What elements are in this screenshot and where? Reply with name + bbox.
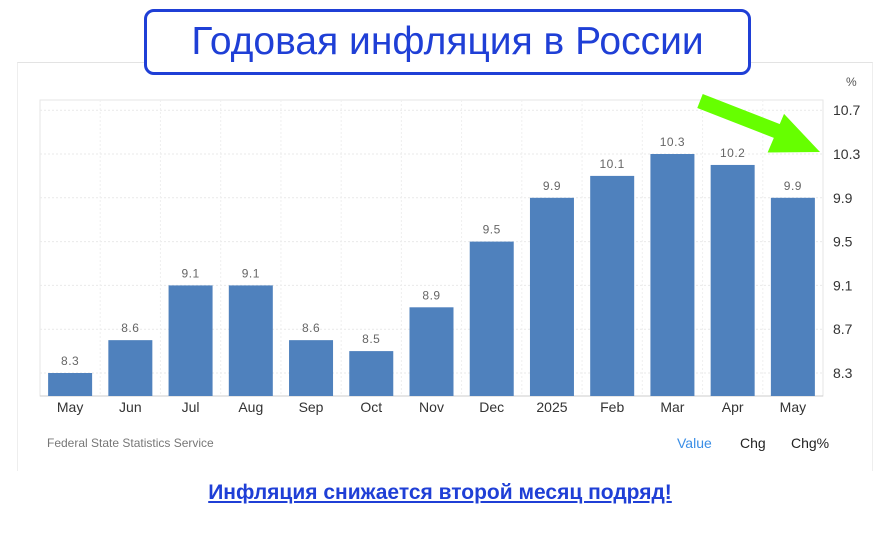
- y-tick-label: 9.9: [833, 190, 853, 206]
- data-label: 9.1: [181, 266, 199, 280]
- source-label: Federal State Statistics Service: [47, 436, 214, 450]
- bar: [289, 340, 334, 396]
- data-label: 9.5: [483, 223, 501, 237]
- bar: [770, 197, 815, 396]
- x-tick-label: Sep: [299, 399, 324, 415]
- x-tick-label: May: [57, 399, 83, 415]
- data-label: 8.5: [362, 332, 380, 346]
- bars: [48, 154, 815, 396]
- arrow-shaft: [697, 94, 785, 140]
- data-label: 8.6: [121, 321, 139, 335]
- bar: [349, 351, 394, 396]
- y-axis-ticks: 8.3 8.7 9.1 9.5 9.9 10.3 10.7: [833, 102, 860, 381]
- data-label: 8.9: [422, 288, 440, 302]
- x-tick-label: Aug: [238, 399, 263, 415]
- bar: [590, 175, 635, 396]
- bar: [48, 373, 93, 396]
- bar: [710, 164, 755, 396]
- y-tick-label: 9.1: [833, 277, 853, 293]
- data-label: 10.3: [660, 135, 685, 149]
- x-tick-label: Jul: [182, 399, 200, 415]
- x-tick-label: May: [780, 399, 806, 415]
- x-tick-label: Apr: [722, 399, 744, 415]
- x-tick-label: 2025: [536, 399, 567, 415]
- data-label: 10.1: [600, 157, 625, 171]
- y-tick-label: 9.5: [833, 234, 853, 250]
- data-labels: 8.3 8.6 9.1 9.1 8.6 8.5 8.9 9.5 9.9 10.1 10.3 10.2 9…: [61, 135, 802, 368]
- bar: [650, 154, 695, 396]
- bar: [228, 285, 273, 396]
- value-toggle-button[interactable]: Value: [677, 435, 712, 451]
- x-tick-label: Feb: [600, 399, 624, 415]
- chg-toggle-button[interactable]: Chg: [740, 435, 766, 451]
- bar: [108, 340, 153, 396]
- data-label: 8.3: [61, 354, 79, 368]
- arrow-head: [767, 113, 820, 153]
- x-tick-label: Nov: [419, 399, 444, 415]
- green-arrow-annotation: [697, 94, 820, 153]
- bar: [469, 241, 514, 396]
- chg-percent-toggle-button[interactable]: Chg%: [791, 435, 830, 451]
- bar: [409, 307, 454, 396]
- x-axis-ticks: May Jun Jul Aug Sep Oct Nov Dec 2025 Feb Mar Apr May: [57, 399, 806, 415]
- data-label: 9.9: [543, 179, 561, 193]
- y-axis-unit: %: [846, 75, 857, 89]
- y-tick-label: 10.7: [833, 102, 860, 118]
- data-label: 10.2: [720, 146, 745, 160]
- y-tick-label: 10.3: [833, 146, 860, 162]
- data-label: 9.1: [242, 266, 260, 280]
- caption-link[interactable]: Инфляция снижается второй месяц подряд!: [208, 481, 672, 504]
- x-tick-label: Mar: [660, 399, 684, 415]
- title-box: Годовая инфляция в России: [144, 9, 751, 75]
- bar: [168, 285, 213, 396]
- y-tick-label: 8.7: [833, 321, 853, 337]
- y-tick-label: 8.3: [833, 365, 853, 381]
- bar: [529, 197, 574, 396]
- data-label: 8.6: [302, 321, 320, 335]
- x-tick-label: Oct: [360, 399, 382, 415]
- data-label: 9.9: [784, 179, 802, 193]
- page-title: Годовая инфляция в России: [191, 20, 704, 63]
- x-tick-label: Jun: [119, 399, 142, 415]
- x-tick-label: Dec: [479, 399, 504, 415]
